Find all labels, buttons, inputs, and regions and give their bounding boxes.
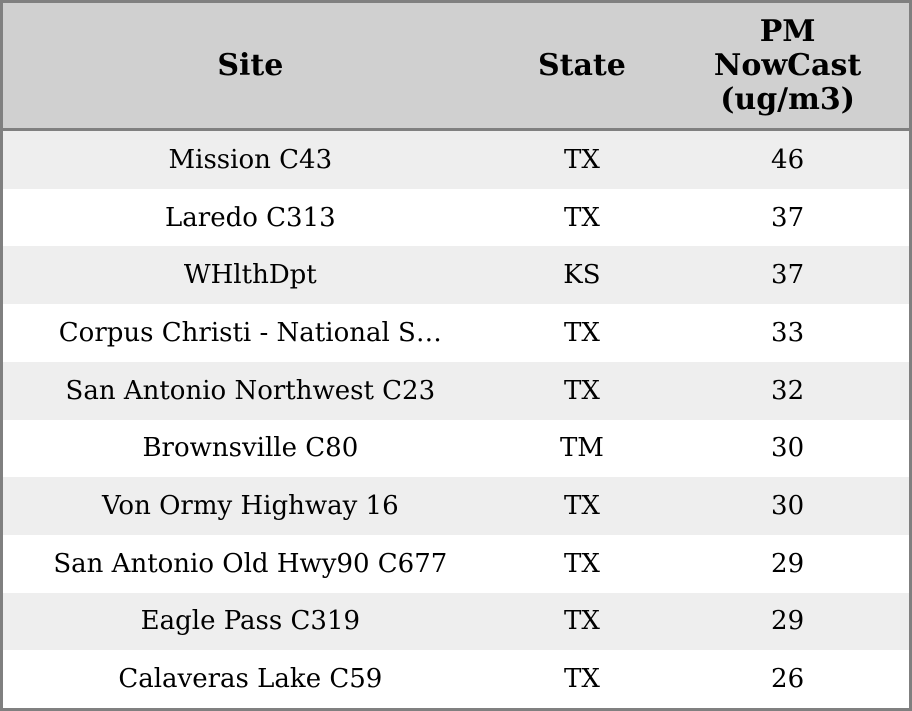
column-header-label: State bbox=[537, 47, 626, 83]
table-row[interactable]: Laredo C313 TX 37 bbox=[3, 188, 909, 247]
table-row[interactable]: Mission C43 TX 46 bbox=[3, 131, 909, 189]
cell-pm: 33 bbox=[771, 317, 805, 348]
column-header-site[interactable]: Site bbox=[3, 47, 498, 83]
cell-site: San Antonio Northwest C23 bbox=[65, 375, 436, 406]
cell-pm: 37 bbox=[771, 260, 805, 291]
cell-state: TX bbox=[564, 664, 600, 695]
column-header-label: PM bbox=[759, 13, 816, 49]
column-header-label: NowCast bbox=[713, 47, 862, 83]
cell-pm: 37 bbox=[771, 202, 805, 233]
table-body: Mission C43 TX 46 Laredo C313 TX 37 WHlthDpt KS… bbox=[3, 131, 909, 709]
column-header-label: Site bbox=[217, 47, 284, 83]
cell-pm: 32 bbox=[771, 375, 805, 406]
table-row[interactable]: Brownsville C80 TM 30 bbox=[3, 419, 909, 478]
cell-state: TX bbox=[564, 548, 600, 579]
cell-pm: 26 bbox=[771, 664, 805, 695]
cell-site: Calaveras Lake C59 bbox=[118, 664, 383, 695]
cell-site: San Antonio Old Hwy90 C677 bbox=[53, 548, 448, 579]
cell-state: TX bbox=[564, 606, 600, 637]
table-row[interactable]: San Antonio Northwest C23 TX 32 bbox=[3, 361, 909, 420]
table-row[interactable]: Von Ormy Highway 16 TX 30 bbox=[3, 477, 909, 535]
cell-state: TX bbox=[564, 491, 600, 522]
cell-state: TX bbox=[564, 144, 600, 175]
cell-site: Von Ormy Highway 16 bbox=[102, 491, 399, 522]
cell-pm: 46 bbox=[771, 144, 805, 175]
cell-site: Corpus Christi - National S… bbox=[58, 317, 442, 348]
cell-state: TX bbox=[564, 375, 600, 406]
cell-state: TX bbox=[564, 317, 600, 348]
cell-pm: 29 bbox=[771, 548, 805, 579]
cell-site: WHlthDpt bbox=[183, 260, 317, 291]
column-header-pm[interactable]: PM NowCast (ug/m3) bbox=[666, 13, 909, 117]
column-header-state[interactable]: State bbox=[498, 47, 667, 83]
table-row[interactable]: San Antonio Old Hwy90 C677 TX 29 bbox=[3, 534, 909, 593]
cell-site: Laredo C313 bbox=[165, 202, 336, 233]
cell-pm: 29 bbox=[771, 606, 805, 637]
cell-pm: 30 bbox=[771, 491, 805, 522]
cell-state: KS bbox=[563, 260, 601, 291]
table-row[interactable]: Corpus Christi - National S… TX 33 bbox=[3, 304, 909, 362]
table-row[interactable]: Calaveras Lake C59 TX 26 bbox=[3, 650, 909, 709]
table-row[interactable]: WHlthDpt KS 37 bbox=[3, 246, 909, 305]
cell-state: TX bbox=[564, 202, 600, 233]
cell-site: Mission C43 bbox=[168, 144, 333, 175]
cell-state: TM bbox=[559, 433, 604, 464]
cell-site: Eagle Pass C319 bbox=[140, 606, 361, 637]
cell-site: Brownsville C80 bbox=[142, 433, 359, 464]
cell-pm: 30 bbox=[771, 433, 805, 464]
table-header-row: Site State PM NowCast (ug/m3) bbox=[3, 3, 909, 131]
column-header-label: (ug/m3) bbox=[720, 81, 855, 117]
table-row[interactable]: Eagle Pass C319 TX 29 bbox=[3, 592, 909, 651]
